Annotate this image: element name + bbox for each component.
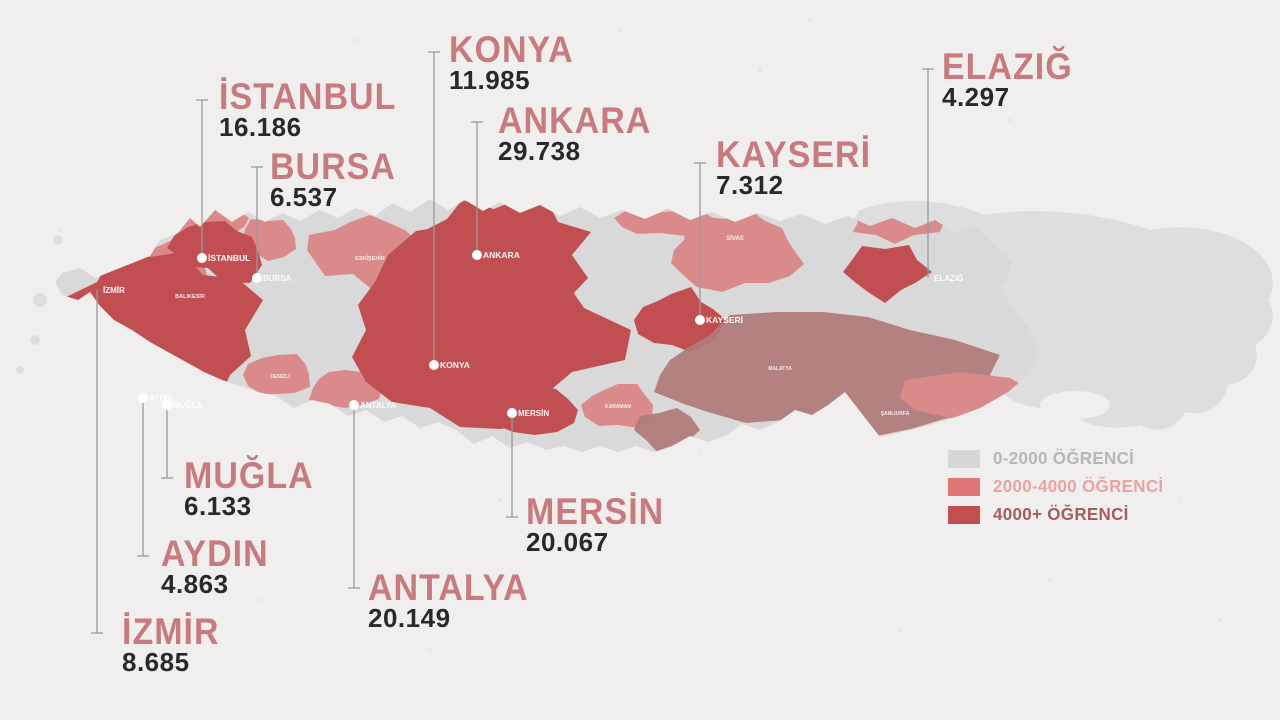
svg-text:ANKARA: ANKARA — [483, 250, 520, 260]
svg-text:MUĞLA: MUĞLA — [173, 401, 203, 410]
svg-text:ŞANLIURFA: ŞANLIURFA — [881, 411, 910, 417]
svg-text:ANTALYA: ANTALYA — [360, 401, 396, 410]
svg-text:ELAZIĞ: ELAZIĞ — [934, 274, 963, 283]
svg-text:MALATYA: MALATYA — [768, 366, 792, 372]
svg-text:KARAMAN: KARAMAN — [605, 404, 631, 410]
svg-text:BURSA: BURSA — [263, 274, 292, 283]
svg-text:ESKİŞEHİR: ESKİŞEHİR — [355, 255, 385, 262]
svg-text:İZMİR: İZMİR — [103, 286, 125, 295]
svg-text:MERSİN: MERSİN — [518, 409, 549, 418]
svg-text:DENİZLİ: DENİZLİ — [270, 373, 290, 380]
svg-text:KONYA: KONYA — [440, 360, 470, 370]
svg-text:SİVAS: SİVAS — [726, 235, 744, 242]
svg-text:BALIKESİR: BALIKESİR — [175, 293, 205, 300]
svg-text:KAYSERİ: KAYSERİ — [706, 315, 743, 325]
svg-text:İSTANBUL: İSTANBUL — [208, 253, 250, 263]
